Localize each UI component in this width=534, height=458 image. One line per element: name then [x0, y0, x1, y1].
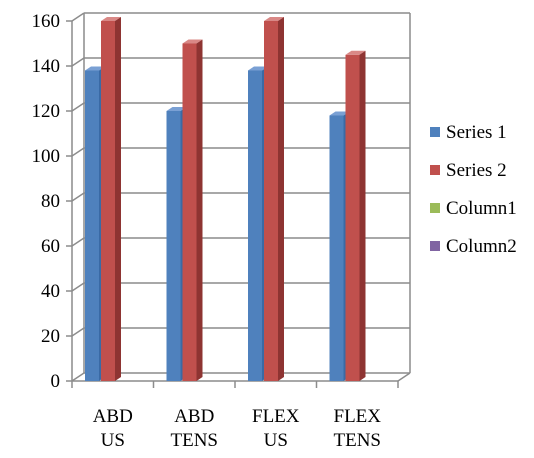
- gridline-side: [71, 102, 85, 112]
- legend-item: Series 1: [430, 122, 507, 143]
- gridline-side: [71, 372, 85, 382]
- legend-label: Series 1: [446, 122, 507, 143]
- x-category-label-line: TENS: [334, 430, 382, 451]
- gridline-side: [71, 12, 85, 22]
- axes: [66, 20, 411, 388]
- x-category-label: ABD US: [93, 406, 133, 451]
- bar-side: [115, 17, 121, 381]
- gridline-side: [71, 147, 85, 157]
- legend-swatch: [430, 127, 440, 137]
- legend-label: Column1: [446, 198, 517, 219]
- y-tick-label: 140: [32, 56, 61, 77]
- legend-item: Series 2: [430, 160, 507, 181]
- legend-label: Series 2: [446, 160, 507, 181]
- bar: [264, 17, 284, 381]
- bar-top: [182, 39, 203, 44]
- y-tick-label: 60: [41, 236, 60, 257]
- bar-top: [166, 107, 187, 111]
- y-tick-label: 160: [32, 11, 61, 32]
- bar: [182, 39, 203, 381]
- bar-top: [101, 17, 121, 21]
- bar: [345, 50, 366, 381]
- y-tick-label: 40: [41, 281, 60, 302]
- bars: [85, 17, 366, 381]
- legend-item: Column2: [430, 236, 517, 257]
- legend: Series 1 Series 2 Column1 Column2: [430, 122, 517, 257]
- y-tick-label: 120: [32, 101, 61, 122]
- bar: [101, 17, 121, 381]
- bar-front: [182, 43, 197, 381]
- bar-front: [85, 70, 99, 381]
- gridline-side: [71, 282, 85, 292]
- gridline-side: [71, 327, 85, 337]
- bar-top: [85, 66, 105, 71]
- y-tick-label: 100: [32, 146, 61, 167]
- x-category-label: FLEX TENS: [334, 406, 382, 451]
- bar-side: [278, 17, 284, 381]
- gridline-side: [71, 237, 85, 247]
- bar-top: [329, 111, 350, 116]
- y-tick-labels: 0 20 40 60 80 100 120 140 160: [32, 11, 61, 392]
- x-category-label-line: ABD: [93, 406, 133, 427]
- legend-item: Column1: [430, 198, 517, 219]
- legend-label: Column2: [446, 236, 517, 257]
- x-category-label: FLEX US: [252, 406, 300, 451]
- gridline-side: [71, 192, 85, 202]
- y-tick-label: 20: [41, 326, 60, 347]
- x-category-label-line: ABD: [174, 406, 214, 427]
- bar-top: [248, 66, 268, 71]
- x-category-label-line: US: [264, 430, 288, 451]
- floor-right-edge: [397, 372, 411, 382]
- bar-side: [196, 39, 203, 381]
- gridline-side: [71, 57, 85, 67]
- bar-front: [264, 21, 278, 381]
- x-category-label-line: FLEX: [334, 406, 382, 427]
- legend-swatch: [430, 165, 440, 175]
- bar-front: [248, 70, 262, 381]
- x-category-label-line: TENS: [171, 430, 219, 451]
- legend-swatch: [430, 203, 440, 213]
- y-tick-label: 80: [41, 191, 60, 212]
- bar-top: [264, 17, 284, 21]
- bar-top: [345, 50, 366, 55]
- bar-front: [166, 111, 181, 381]
- x-category-label-line: US: [101, 430, 125, 451]
- bar-front: [345, 54, 360, 381]
- y-tick-label: 0: [51, 371, 61, 392]
- bar-front: [101, 21, 115, 381]
- bar-side: [359, 50, 366, 381]
- x-category-labels: ABD US ABD TENS FLEX US FLEX TENS: [93, 406, 382, 451]
- bar-front: [329, 115, 344, 381]
- legend-swatch: [430, 241, 440, 251]
- x-category-label: ABD TENS: [171, 406, 219, 451]
- x-category-label-line: FLEX: [252, 406, 300, 427]
